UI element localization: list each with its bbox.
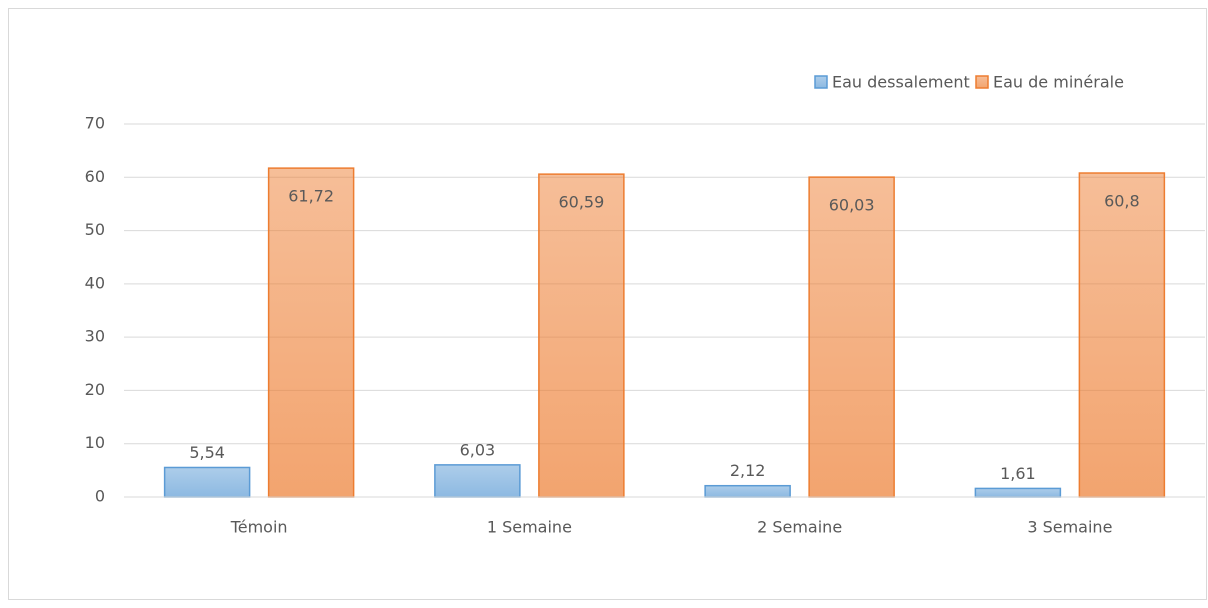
bar	[267, 167, 355, 498]
data-label: 6,03	[460, 440, 496, 459]
y-tick-label: 0	[95, 487, 105, 506]
bar	[974, 487, 1062, 498]
y-tick-label: 30	[85, 327, 105, 346]
data-label: 61,72	[288, 187, 334, 206]
x-tick-label: 1 Semaine	[487, 518, 572, 537]
data-label: 5,54	[189, 443, 225, 462]
bar	[808, 176, 895, 498]
y-tick-label: 20	[85, 380, 105, 399]
x-tick-label: Témoin	[230, 518, 288, 537]
y-tick-label: 60	[85, 167, 105, 186]
bar	[538, 173, 625, 498]
legend-swatch	[975, 75, 989, 89]
data-label: 1,61	[1000, 464, 1036, 483]
data-label: 60,59	[558, 193, 604, 212]
bar	[704, 484, 791, 498]
x-tick-label: 2 Semaine	[757, 518, 842, 537]
y-tick-label: 40	[85, 273, 105, 292]
bar	[163, 466, 251, 498]
data-label: 2,12	[730, 461, 766, 480]
data-label: 60,8	[1104, 192, 1140, 211]
y-tick-label: 70	[85, 114, 105, 133]
bar	[1078, 172, 1166, 498]
legend-label: Eau dessalement	[832, 73, 970, 92]
y-tick-label: 10	[85, 433, 105, 452]
y-tick-label: 50	[85, 220, 105, 239]
data-label: 60,03	[829, 196, 875, 215]
bar	[434, 464, 521, 498]
x-tick-label: 3 Semaine	[1027, 518, 1112, 537]
legend-label: Eau de minérale	[993, 73, 1124, 92]
legend-swatch	[814, 75, 828, 89]
